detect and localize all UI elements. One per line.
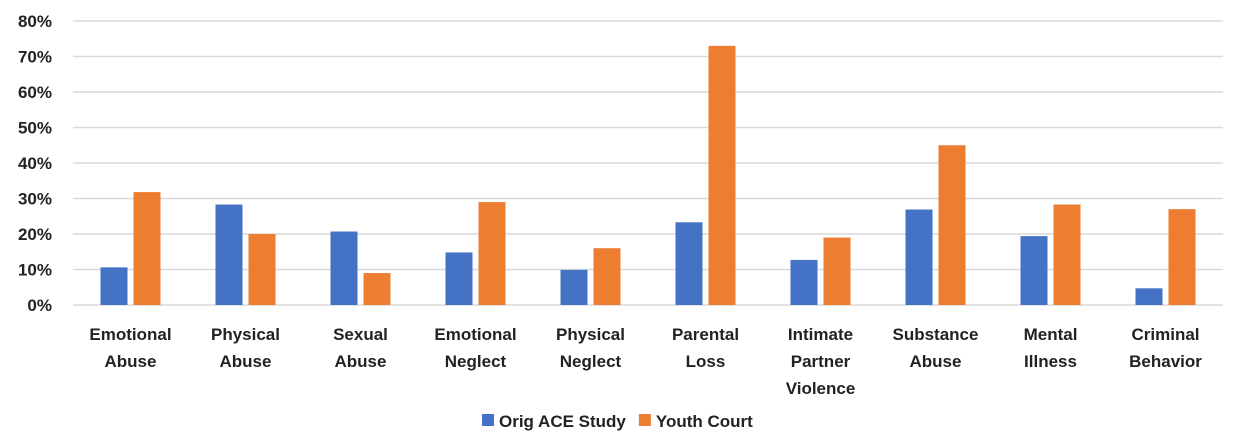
legend-label: Youth Court [656,412,753,431]
bar-orig-ace-study [1020,236,1048,305]
legend: Orig ACE Study Youth Court [482,412,753,431]
y-tick-label: 40% [18,154,52,173]
bar-orig-ace-study [1135,288,1163,305]
gridlines [73,20,1223,306]
x-category-label: Substance Abuse [893,325,979,371]
bar-orig-ace-study [330,231,358,305]
bar-orig-ace-study [905,209,933,305]
bar-orig-ace-study [445,252,473,305]
y-tick-label: 70% [18,48,52,67]
bar-youth-court [133,192,161,305]
x-category-label: Criminal Behavior [1129,325,1202,371]
x-category-label: Physical Abuse [211,325,280,371]
y-tick-label: 30% [18,190,52,209]
x-category-label: Mental Illness [1024,325,1078,371]
bar-orig-ace-study [560,269,588,305]
x-category-label: Parental Loss [672,325,739,371]
bar-youth-court [1053,204,1081,305]
bar-orig-ace-study [790,259,818,305]
legend-swatch [482,414,494,426]
x-category-label: Emotional Neglect [434,325,516,371]
bar-youth-court [363,273,391,305]
bars [100,45,1196,305]
bar-orig-ace-study [215,204,243,305]
x-category-label: Intimate Partner Violence [786,325,856,398]
x-axis-categories: Emotional Abuse Physical Abuse Sexual Abuse Em… [89,325,1202,398]
y-tick-label: 60% [18,83,52,102]
y-axis-ticks: 0% 10% 20% 30% 40% 50% 60% 70% 80% [18,12,52,315]
x-category-label: Physical Neglect [556,325,625,371]
x-category-label: Emotional Abuse [89,325,171,371]
y-tick-label: 0% [27,296,52,315]
bar-youth-court [823,237,851,305]
y-tick-label: 50% [18,119,52,138]
bar-youth-court [478,202,506,305]
bar-youth-court [248,234,276,305]
bar-youth-court [1168,209,1196,305]
bar-youth-court [938,145,966,305]
bar-orig-ace-study [100,267,128,305]
bar-youth-court [708,45,736,305]
x-category-label: Sexual Abuse [333,325,388,371]
y-tick-label: 20% [18,225,52,244]
legend-label: Orig ACE Study [499,412,626,431]
legend-swatch [638,414,651,426]
bar-orig-ace-study [675,222,703,305]
bar-youth-court [593,248,621,305]
y-tick-label: 10% [18,261,52,280]
y-tick-label: 80% [18,12,52,31]
